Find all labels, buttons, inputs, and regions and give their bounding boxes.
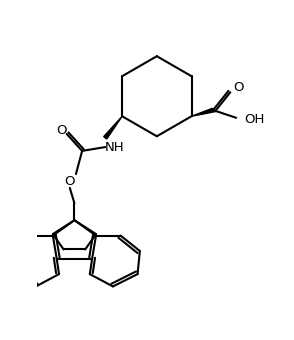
Text: NH: NH [105,140,124,154]
Polygon shape [104,116,122,139]
Text: O: O [65,175,75,188]
Text: O: O [233,81,244,94]
Polygon shape [191,108,214,116]
Text: O: O [56,124,66,137]
Text: OH: OH [244,113,264,126]
